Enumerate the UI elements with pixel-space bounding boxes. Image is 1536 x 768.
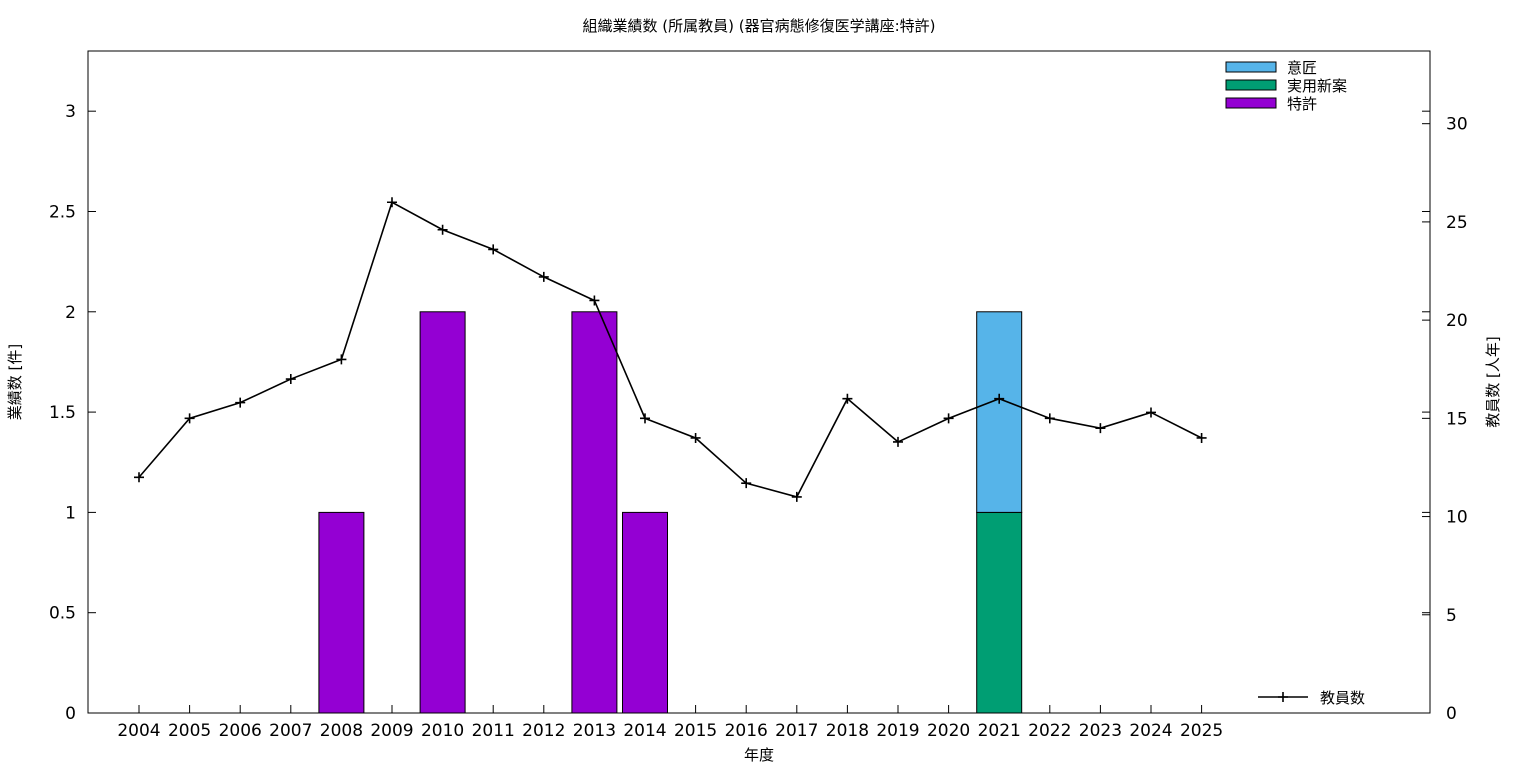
y-tick-label: 2.5 <box>49 202 76 222</box>
y-tick-label: 0.5 <box>49 604 76 624</box>
x-tick-label: 2019 <box>876 721 919 741</box>
bar <box>419 311 466 714</box>
data-point <box>1044 413 1055 424</box>
y-tick-label: 2 <box>65 303 76 323</box>
data-point <box>842 393 853 404</box>
data-point <box>235 397 246 408</box>
legend-swatch <box>1225 79 1277 91</box>
legend-swatch <box>1225 61 1277 73</box>
data-point <box>1146 407 1156 418</box>
x-tick-label: 2021 <box>978 721 1021 741</box>
data-point <box>1095 423 1106 434</box>
bar <box>976 511 1023 714</box>
x-tick-label: 2013 <box>573 721 616 741</box>
line-legend: 教員数 <box>1258 689 1365 707</box>
data-point <box>690 432 701 443</box>
bars <box>318 311 1023 714</box>
x-tick-label: 2015 <box>674 721 717 741</box>
x-tick-label: 2023 <box>1079 721 1122 741</box>
x-tick-label: 2014 <box>623 721 666 741</box>
x-tick-label: 2007 <box>269 721 312 741</box>
data-point <box>336 354 347 365</box>
x-tick-label: 2010 <box>421 721 464 741</box>
data-point <box>1196 432 1207 443</box>
data-point <box>134 472 144 483</box>
x-tick-label: 2020 <box>927 721 970 741</box>
x-axis-label: 年度 <box>744 746 774 764</box>
x-tick-label: 2022 <box>1028 721 1071 741</box>
x-tick-label: 2006 <box>219 721 262 741</box>
legend-line-marker <box>1278 692 1288 702</box>
legend-label: 教員数 <box>1320 689 1365 707</box>
x-tick-label: 2018 <box>826 721 869 741</box>
legend-swatch <box>1225 97 1277 109</box>
x-ticks: 2004 2005 2006 2007 2008 2009 2010 2011 2012 2013… <box>117 705 1223 741</box>
y2-tick-label: 20 <box>1446 311 1468 331</box>
data-point <box>437 224 448 235</box>
data-point <box>943 413 954 424</box>
x-tick-label: 2017 <box>775 721 818 741</box>
x-tick-label: 2012 <box>522 721 565 741</box>
data-point <box>387 197 397 208</box>
y2-tick-label: 0 <box>1446 704 1457 724</box>
series-line <box>138 201 1202 498</box>
data-point <box>640 413 650 424</box>
y-tick-label: 3 <box>65 102 76 122</box>
y-tick-label: 0 <box>65 704 76 724</box>
y-axis-label: 業績数 [件] <box>6 344 24 420</box>
y2-ticks: 0 5 10 15 20 25 30 <box>1422 115 1468 724</box>
x-tick-label: 2004 <box>117 721 160 741</box>
x-tick-label: 2016 <box>725 721 768 741</box>
x-tick-label: 2009 <box>370 721 413 741</box>
data-point <box>893 436 903 447</box>
y2-tick-label: 30 <box>1446 115 1468 135</box>
y2-tick-label: 10 <box>1446 508 1468 528</box>
bar <box>622 511 668 714</box>
data-point <box>791 491 802 502</box>
y2-tick-label: 25 <box>1446 213 1468 233</box>
legend-label: 意匠 <box>1287 59 1317 77</box>
data-point <box>994 393 1005 404</box>
data-point <box>589 295 600 306</box>
x-tick-label: 2025 <box>1180 721 1223 741</box>
plot-frame <box>87 50 1431 714</box>
y-tick-label: 1 <box>65 503 76 523</box>
y2-axis-label: 教員数 [人年] <box>1484 336 1502 427</box>
y-tick-label: 1.5 <box>49 403 76 423</box>
legend-label: 実用新案 <box>1287 77 1347 95</box>
data-point <box>488 244 499 255</box>
y2-tick-label: 15 <box>1446 409 1468 429</box>
x-tick-label: 2005 <box>168 721 211 741</box>
x-tick-label: 2011 <box>472 721 515 741</box>
y-ticks: 0 0.5 1 1.5 2 2.5 3 <box>49 102 1430 724</box>
data-point <box>538 271 549 282</box>
bar <box>976 311 1023 513</box>
chart-title: 組織業績数 (所属教員) (器官病態修復医学講座:特許) <box>582 17 935 35</box>
data-point <box>741 478 752 489</box>
data-point <box>184 413 195 424</box>
legend-label: 特許 <box>1287 95 1317 113</box>
bar <box>318 511 365 714</box>
y2-tick-label: 5 <box>1446 606 1457 626</box>
x-tick-label: 2008 <box>320 721 363 741</box>
line-series <box>134 197 1207 502</box>
bar <box>571 311 618 714</box>
data-point <box>285 374 296 385</box>
x-tick-label: 2024 <box>1129 721 1172 741</box>
